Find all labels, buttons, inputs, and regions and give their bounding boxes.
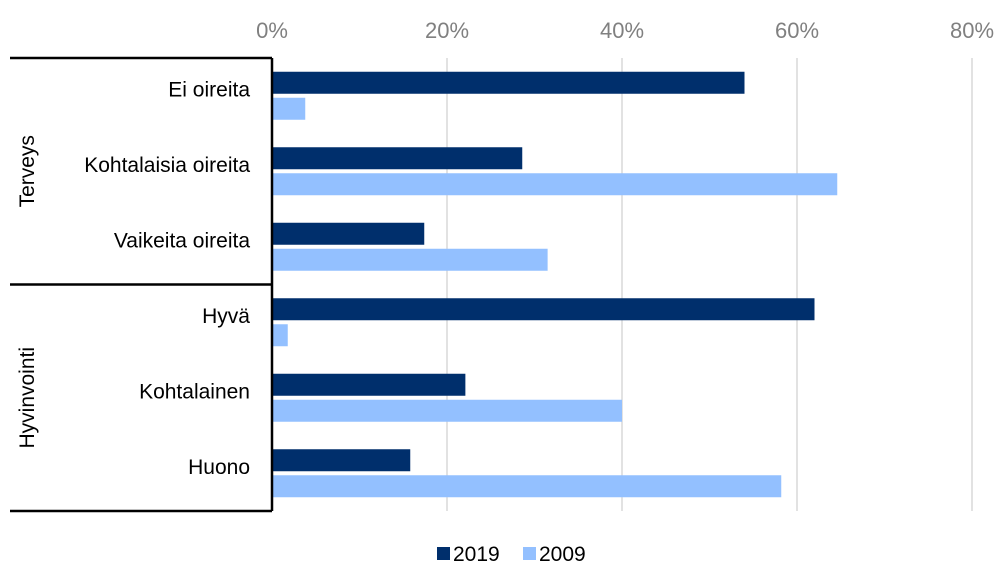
bar-2009-6 [272, 475, 782, 498]
x-tick-label: 0% [256, 18, 288, 43]
x-axis-ticks: 0% 20% 40% 60% 80% [256, 18, 994, 43]
x-tick-label: 40% [600, 18, 644, 43]
bar-2009-1 [272, 97, 306, 120]
legend-label: 2019 [453, 543, 500, 566]
category-label: Huono [188, 456, 250, 479]
group-frame [10, 56, 274, 513]
legend: 2019 2009 [437, 543, 586, 566]
category-label: Hyvä [202, 305, 250, 328]
bar-2019-1 [272, 71, 745, 94]
legend-swatch-2019 [437, 547, 450, 560]
category-label: Kohtalaisia oireita [84, 154, 250, 177]
group-labels: Terveys Hyvinvointi [16, 135, 39, 448]
bar-2019-2 [272, 147, 523, 170]
category-labels: Ei oireita Kohtalaisia oireita Vaikeita oi… [84, 78, 250, 479]
legend-swatch-2009 [523, 547, 536, 560]
bar-2019-5 [272, 373, 466, 396]
bar-2019-6 [272, 449, 411, 472]
bar-2019-4 [272, 298, 815, 321]
bar-2009-4 [272, 324, 288, 347]
group-label: Hyvinvointi [16, 347, 39, 449]
legend-label: 2009 [539, 543, 586, 566]
category-label: Vaikeita oireita [114, 229, 251, 252]
bar-2009-2 [272, 173, 838, 196]
bar-2019-3 [272, 222, 425, 245]
bars [272, 71, 838, 498]
gridlines [446, 58, 973, 511]
category-label: Kohtalainen [139, 380, 250, 403]
x-tick-label: 80% [950, 18, 994, 43]
bar-2009-5 [272, 399, 622, 422]
bar-2009-3 [272, 248, 548, 271]
x-tick-label: 60% [775, 18, 819, 43]
category-label: Ei oireita [168, 78, 250, 101]
group-label: Terveys [16, 135, 39, 207]
x-tick-label: 20% [425, 18, 469, 43]
